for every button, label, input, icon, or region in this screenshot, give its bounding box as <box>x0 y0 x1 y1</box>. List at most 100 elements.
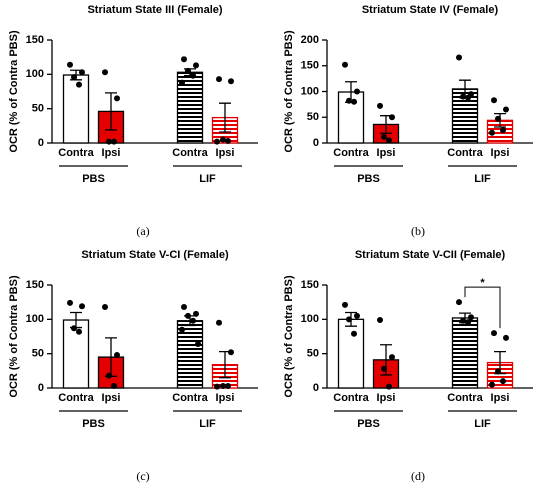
data-point <box>114 352 120 359</box>
data-point <box>111 382 117 389</box>
y-tick-label: 100 <box>301 313 319 325</box>
data-point <box>114 95 120 102</box>
y-tick-label: 50 <box>32 348 44 360</box>
y-tick-label: 50 <box>307 111 319 123</box>
data-point <box>220 382 226 389</box>
x-tick-label: Contra <box>58 392 94 404</box>
panel-label: (b) <box>411 224 425 238</box>
data-point <box>185 67 191 74</box>
chart-title: Striatum State IV (Female) <box>362 4 499 16</box>
y-tick-label: 200 <box>301 34 319 46</box>
y-tick-label: 150 <box>301 60 319 72</box>
chart-title: Striatum State V-CI (Female) <box>81 249 229 261</box>
data-point <box>500 378 506 385</box>
significance-bracket <box>464 286 501 329</box>
y-tick-label: 0 <box>38 382 44 394</box>
data-point <box>179 326 185 333</box>
data-point <box>460 317 466 324</box>
data-point <box>79 303 85 310</box>
error-bar <box>105 92 117 131</box>
x-tick-label: Ipsi <box>102 392 121 404</box>
data-point <box>465 319 471 326</box>
y-tick-label: 150 <box>301 279 319 291</box>
group-label: LIF <box>199 418 216 430</box>
data-point <box>71 74 77 81</box>
y-axis-label: OCR (% of Contra PBS) <box>8 30 20 153</box>
y-tick-label: 0 <box>313 382 319 394</box>
group-label: PBS <box>82 418 105 430</box>
data-point <box>179 79 185 86</box>
data-point <box>381 365 387 372</box>
data-point <box>503 334 509 341</box>
data-point <box>228 349 234 356</box>
bar <box>337 318 365 389</box>
data-point <box>214 383 220 390</box>
data-point <box>190 72 196 79</box>
data-point <box>102 69 108 76</box>
y-tick-label: 0 <box>313 137 319 149</box>
x-tick-label: Contra <box>447 392 483 404</box>
data-point <box>67 61 73 68</box>
x-tick-label: Contra <box>58 147 94 159</box>
panel-label: (c) <box>136 469 149 483</box>
data-point <box>489 381 495 388</box>
data-point <box>354 88 360 95</box>
data-point <box>190 317 196 324</box>
data-point <box>225 382 231 389</box>
data-point <box>225 137 231 144</box>
chart-title: Striatum State III (Female) <box>87 4 222 16</box>
y-axis-label: OCR (% of Contra PBS) <box>8 275 20 398</box>
data-point <box>193 310 199 317</box>
group-label: LIF <box>474 418 491 430</box>
data-point <box>106 372 112 379</box>
data-point <box>456 299 462 306</box>
group-label: PBS <box>82 173 105 185</box>
data-point <box>495 115 501 122</box>
y-tick-label: 50 <box>307 348 319 360</box>
data-point <box>500 127 506 134</box>
y-tick-label: 150 <box>26 34 44 46</box>
data-point <box>76 81 82 88</box>
y-tick-label: 100 <box>26 68 44 80</box>
data-point <box>220 136 226 143</box>
data-point <box>377 317 383 324</box>
data-point <box>228 78 234 85</box>
data-point <box>214 138 220 145</box>
data-point <box>389 114 395 121</box>
data-point <box>193 62 199 69</box>
data-point <box>377 102 383 109</box>
bar <box>451 317 479 389</box>
data-point <box>386 383 392 390</box>
data-point <box>460 93 466 100</box>
data-point <box>181 56 187 63</box>
x-tick-label: Contra <box>172 147 208 159</box>
bar <box>451 88 479 144</box>
data-point <box>503 106 509 113</box>
data-point <box>389 354 395 361</box>
panel-label: (d) <box>411 469 425 483</box>
data-point <box>181 303 187 310</box>
x-tick-label: Ipsi <box>377 147 396 159</box>
data-point <box>79 69 85 76</box>
x-tick-label: Contra <box>333 392 369 404</box>
data-point <box>346 97 352 104</box>
group-label: LIF <box>474 173 491 185</box>
x-tick-label: Ipsi <box>491 392 510 404</box>
x-tick-label: Ipsi <box>377 392 396 404</box>
error-bar <box>219 102 231 133</box>
data-point <box>342 301 348 308</box>
data-point <box>71 325 77 332</box>
panel-label: (a) <box>136 224 149 238</box>
significance-label: * <box>480 277 485 289</box>
group-label: LIF <box>199 173 216 185</box>
y-tick-label: 0 <box>38 137 44 149</box>
y-tick-label: 100 <box>301 85 319 97</box>
chart-title: Striatum State V-CII (Female) <box>355 249 506 261</box>
data-point <box>489 129 495 136</box>
data-point <box>491 97 497 104</box>
data-point <box>354 312 360 319</box>
data-point <box>351 98 357 105</box>
data-point <box>456 54 462 61</box>
x-tick-label: Ipsi <box>102 147 121 159</box>
